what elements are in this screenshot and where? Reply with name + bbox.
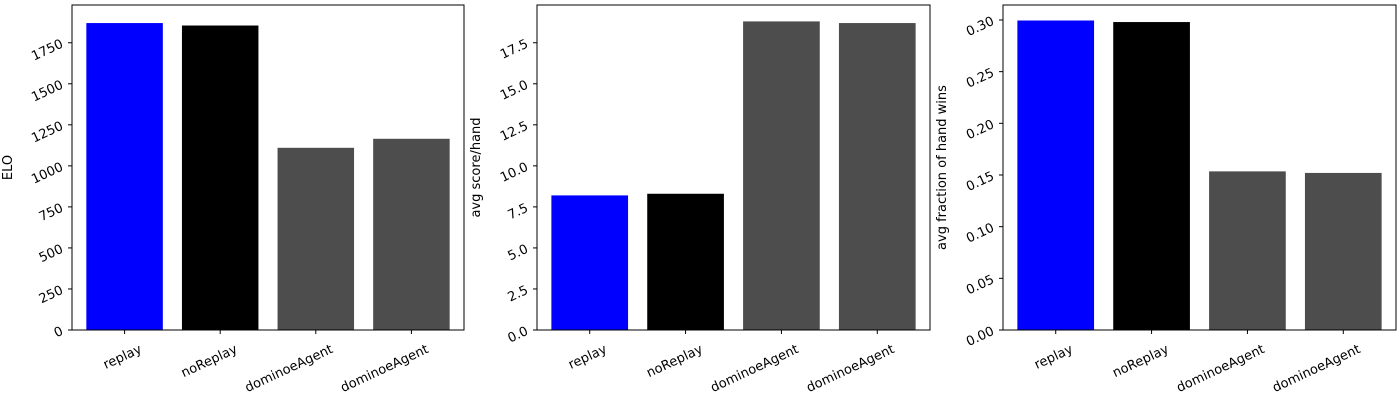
chart-panel-hand-wins: 0.00 0.05 0.10 0.15 0.20 0.25 0.30 replay noRepl… (935, 4, 1397, 396)
y-tick-label: 0.20 (964, 117, 997, 143)
y-tick-label: 1500 (29, 78, 65, 106)
y-tick-label: 1250 (29, 119, 65, 147)
y-axis-label: avg fraction of hand wins (935, 85, 950, 250)
y-tick-label: 1000 (29, 160, 65, 188)
bar-4 (373, 138, 450, 330)
chart-panel-elo: 0 250 500 750 1000 1250 1500 1750 replay noReplay… (1, 4, 465, 396)
x-tick-label: noReplay (1110, 342, 1171, 381)
y-tick-label: 5.0 (506, 242, 531, 264)
y-tick-label: 0.05 (964, 272, 997, 298)
x-tick-label: dominoeAgent (804, 342, 897, 396)
y-axis-label: avg score/hand (469, 117, 484, 217)
x-tick-label: replay (566, 342, 609, 373)
bar-4 (838, 23, 916, 331)
x-tick-label: dominoeAgent (339, 342, 432, 396)
x-tick-label: dominoeAgent (243, 342, 336, 396)
y-tick-label: 250 (37, 283, 66, 307)
bar-4 (1304, 172, 1382, 330)
y-tick-label: 12.5 (498, 119, 531, 145)
y-tick-label: 0.15 (964, 169, 997, 195)
bar-2 (647, 193, 724, 330)
y-tick-label: 7.5 (506, 201, 531, 223)
x-tick-label: replay (101, 342, 144, 373)
bar-3 (1209, 171, 1286, 330)
x-tick-label: noReplay (644, 342, 705, 381)
bar-3 (743, 21, 820, 330)
x-tick-label: dominoeAgent (709, 342, 802, 396)
bar-1 (86, 23, 163, 331)
y-tick-label: 0.10 (964, 221, 997, 247)
chart-panel-avg-score: 0.0 2.5 5.0 7.5 10.0 12.5 15.0 17.5 replay noRepl… (469, 4, 931, 396)
bar-3 (277, 147, 355, 330)
y-tick-label: 500 (37, 242, 66, 266)
y-tick-label: 0.30 (964, 14, 997, 40)
axes-frame (1002, 4, 1397, 331)
bar-2 (181, 25, 259, 331)
axes-frame (71, 4, 465, 331)
bar-2 (1113, 22, 1190, 331)
axes-frame (536, 4, 931, 331)
y-tick-label: 15.0 (498, 78, 531, 104)
bar-1 (1017, 20, 1095, 330)
y-tick-label: 1750 (29, 37, 65, 65)
x-tick-label: replay (1032, 342, 1075, 373)
bar-1 (551, 195, 629, 330)
y-tick-label: 750 (37, 201, 66, 225)
y-tick-label: 17.5 (498, 37, 531, 63)
y-tick-label: 0.25 (964, 66, 997, 92)
y-tick-label: 10.0 (498, 160, 531, 186)
y-tick-label: 2.5 (506, 283, 531, 305)
y-tick-label: 0.0 (506, 324, 531, 346)
x-tick-label: noReplay (179, 342, 240, 381)
y-tick-label: 0 (52, 324, 66, 341)
y-tick-label: 0.00 (964, 324, 997, 350)
x-tick-label: dominoeAgent (1270, 342, 1363, 396)
y-axis-label: ELO (1, 155, 16, 180)
x-tick-label: dominoeAgent (1175, 342, 1268, 396)
